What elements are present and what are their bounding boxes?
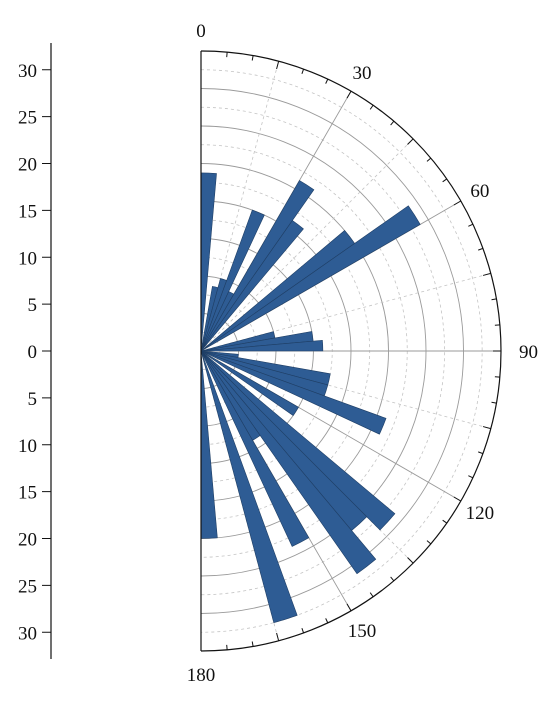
outer-tick (442, 178, 448, 183)
scale-tick-label: 10 (18, 436, 37, 457)
angle-label: 120 (466, 503, 495, 524)
outer-tick (346, 603, 352, 612)
scale-tick-label: 0 (28, 342, 38, 363)
outer-tick (251, 641, 254, 647)
outer-tick (491, 298, 497, 301)
scale-tick-label: 5 (28, 295, 38, 316)
rose-bar (200, 180, 315, 352)
angle-label: 60 (470, 181, 489, 202)
rose-bar (200, 350, 377, 575)
outer-tick (301, 628, 305, 634)
outer-tick (346, 90, 352, 99)
rose-bar (200, 209, 265, 352)
rose-bar (200, 340, 324, 352)
outer-tick (491, 401, 497, 404)
grid-ring (200, 69, 483, 633)
angle-label: 30 (353, 63, 372, 84)
outer-tick (482, 426, 491, 430)
outer-tick (453, 200, 462, 206)
rose-bar (200, 350, 310, 547)
outer-tick (407, 557, 414, 564)
scale-tick-label: 20 (18, 530, 37, 551)
outer-tick (482, 272, 491, 276)
outer-tick (426, 540, 432, 545)
scale-tick-label: 5 (28, 389, 38, 410)
rose-bar (200, 350, 396, 531)
rose-bar (200, 350, 299, 416)
outer-tick (301, 68, 305, 74)
outer-tick (407, 138, 414, 145)
outer-tick (468, 223, 474, 227)
grid-spoke (200, 138, 414, 352)
outer-tick (390, 120, 395, 126)
scale-tick-label: 30 (18, 623, 37, 644)
outer-tick (478, 247, 484, 251)
scale-tick-label: 15 (18, 483, 37, 504)
outer-tick (426, 157, 432, 162)
scale-tick-label: 10 (18, 248, 37, 269)
scale-tick-label: 25 (18, 576, 37, 597)
outer-tick (478, 451, 484, 455)
scale-tick-label: 25 (18, 108, 37, 129)
outer-tick (276, 61, 280, 70)
outer-tick (369, 104, 374, 110)
rose-bar (200, 350, 298, 624)
outer-tick (468, 475, 474, 479)
angle-label: 180 (187, 665, 216, 686)
angle-label: 0 (196, 21, 206, 42)
outer-tick (325, 78, 329, 84)
rose-bar (200, 350, 387, 435)
outer-tick (369, 592, 374, 598)
outer-tick (453, 496, 462, 502)
outer-tick (390, 576, 395, 582)
chart-outline (200, 50, 502, 652)
scale-tick-label: 15 (18, 201, 37, 222)
grid-ring (200, 256, 296, 446)
rose-bars (200, 172, 421, 624)
outer-tick (442, 519, 448, 524)
outer-tick (276, 632, 280, 641)
scale-tick-label: 20 (18, 155, 37, 176)
radial-scale-axis: 30 25 20 15 10 5 0 5 10 15 20 25 30 (18, 43, 52, 659)
rose-bar (200, 220, 304, 352)
angle-labels: 0 30 60 90 120 150 180 (187, 21, 538, 686)
outer-tick (251, 55, 254, 61)
angle-label: 90 (519, 342, 538, 363)
angle-label: 150 (348, 621, 377, 642)
outer-tick (325, 618, 329, 624)
rose-bar (200, 205, 421, 352)
scale-tick-label: 30 (18, 61, 37, 82)
